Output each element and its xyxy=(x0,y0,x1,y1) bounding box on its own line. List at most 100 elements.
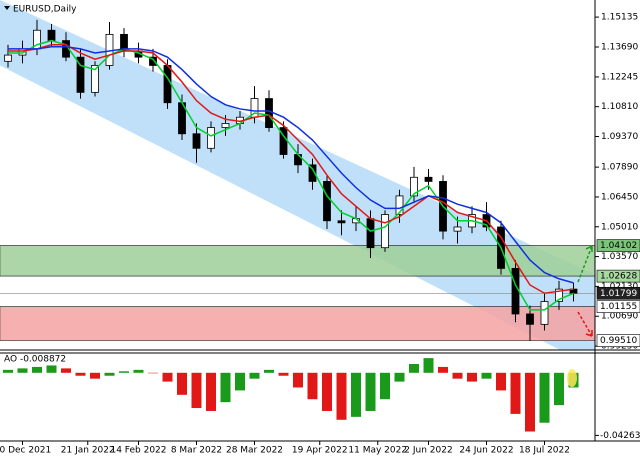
candle-body xyxy=(192,133,201,149)
y-tick-label: 1.13690 xyxy=(601,43,638,53)
level-box xyxy=(596,334,640,347)
up-arrow xyxy=(577,245,593,283)
ao-bar xyxy=(365,372,376,411)
level-label: 1.04102 xyxy=(600,241,637,251)
level-label: 0.99510 xyxy=(600,336,637,346)
level-box xyxy=(596,300,640,313)
ao-label: AO -0.008872 xyxy=(4,355,66,365)
candle-body xyxy=(381,214,389,249)
moving-average xyxy=(8,46,574,284)
candle-body xyxy=(265,98,273,128)
y-tick-label: 1.12245 xyxy=(601,72,638,82)
ao-bar xyxy=(336,372,347,420)
level-box xyxy=(596,239,640,252)
ao-bar xyxy=(249,372,260,379)
candle-body xyxy=(207,127,215,149)
ao-bar xyxy=(322,372,332,411)
x-tick-label: 24 Jun 2022 xyxy=(459,446,513,456)
ao-bar xyxy=(206,372,216,411)
ao-bar xyxy=(467,372,477,382)
candle-body xyxy=(526,313,534,325)
candle-body xyxy=(366,218,375,249)
moving-average xyxy=(8,39,574,311)
ao-bar xyxy=(3,369,13,373)
ao-bar xyxy=(46,365,57,373)
level-label: 1.02628 xyxy=(600,272,637,282)
candle-body xyxy=(540,301,549,325)
y-tick-label: 1.02130 xyxy=(601,282,638,292)
y-tick-label: 1.06450 xyxy=(601,192,638,202)
candle-body xyxy=(453,226,462,232)
ao-bar xyxy=(104,372,115,376)
x-tick-label: 14 Feb 2022 xyxy=(110,446,166,456)
candle-body xyxy=(308,164,317,182)
ao-bar xyxy=(235,372,245,391)
y-tick-label: 1.15135 xyxy=(601,13,638,23)
ao-bar xyxy=(409,363,419,373)
highlight xyxy=(567,369,577,387)
candle-body xyxy=(323,181,331,222)
ao-bar xyxy=(452,372,463,379)
zone xyxy=(0,306,595,341)
y-tick-label: 1.07890 xyxy=(601,163,638,173)
candle-body xyxy=(337,220,346,224)
ao-bar xyxy=(191,372,202,409)
y-tick-label: 1.03570 xyxy=(601,252,638,262)
x-tick-label: 30 Dec 2021 xyxy=(0,446,51,456)
ao-bar xyxy=(162,372,173,382)
menu-triangle xyxy=(4,6,10,10)
ao-tick-label: -0.042635 xyxy=(600,431,640,441)
ao-bar xyxy=(90,372,100,379)
price-panel xyxy=(0,0,595,350)
ao-bar xyxy=(539,372,550,423)
level-box xyxy=(596,269,640,283)
level-label: 1.01799 xyxy=(600,289,637,299)
x-tick-label: 28 Mar 2022 xyxy=(226,446,283,456)
level-label: 1.01155 xyxy=(600,302,637,312)
candle-body xyxy=(149,56,157,66)
candle-body xyxy=(221,123,230,128)
moving-average xyxy=(8,43,574,295)
ao-panel: -0.042635 xyxy=(3,358,640,441)
ao-bar xyxy=(293,372,303,388)
candle-body xyxy=(76,56,85,93)
ao-bar xyxy=(554,372,564,406)
ao-bar xyxy=(496,372,506,391)
candle-body xyxy=(47,29,56,41)
y-tick-label: 1.09370 xyxy=(601,132,638,142)
candle-body xyxy=(91,65,99,93)
candle-body xyxy=(395,195,404,215)
ao-bar xyxy=(148,372,158,374)
ao-bar xyxy=(220,372,231,403)
x-tick-label: 2 Jun 2022 xyxy=(404,446,452,456)
ao-bar xyxy=(423,358,434,373)
x-tick-label: 19 Apr 2022 xyxy=(292,446,348,456)
ao-bar xyxy=(17,368,28,373)
x-tick-label: 21 Jan 2022 xyxy=(61,446,115,456)
y-tick-label: 1.10810 xyxy=(601,102,638,112)
ao-bar xyxy=(119,371,129,373)
candle-body xyxy=(410,176,418,197)
ao-bar xyxy=(481,372,492,379)
chart-title: EURUSD,Daily xyxy=(13,5,77,15)
candle-body xyxy=(555,288,563,302)
candle-body xyxy=(424,176,433,182)
ao-bar xyxy=(61,368,71,373)
ao-bar xyxy=(351,372,361,417)
up-arrow-head xyxy=(585,245,593,252)
ao-bar xyxy=(394,372,405,382)
candle-body xyxy=(163,65,172,104)
ao-bar xyxy=(177,372,187,395)
ao-bar xyxy=(133,369,144,373)
ao-bar xyxy=(307,372,318,400)
candle-body xyxy=(4,54,12,62)
ao-bar xyxy=(278,372,289,376)
y-tick-label: 1.05010 xyxy=(601,222,638,232)
candle-body xyxy=(511,268,520,315)
ao-bar xyxy=(32,366,42,373)
ao-bar xyxy=(438,366,448,373)
ao-bar xyxy=(510,372,521,414)
down-arrow-head xyxy=(585,330,593,337)
